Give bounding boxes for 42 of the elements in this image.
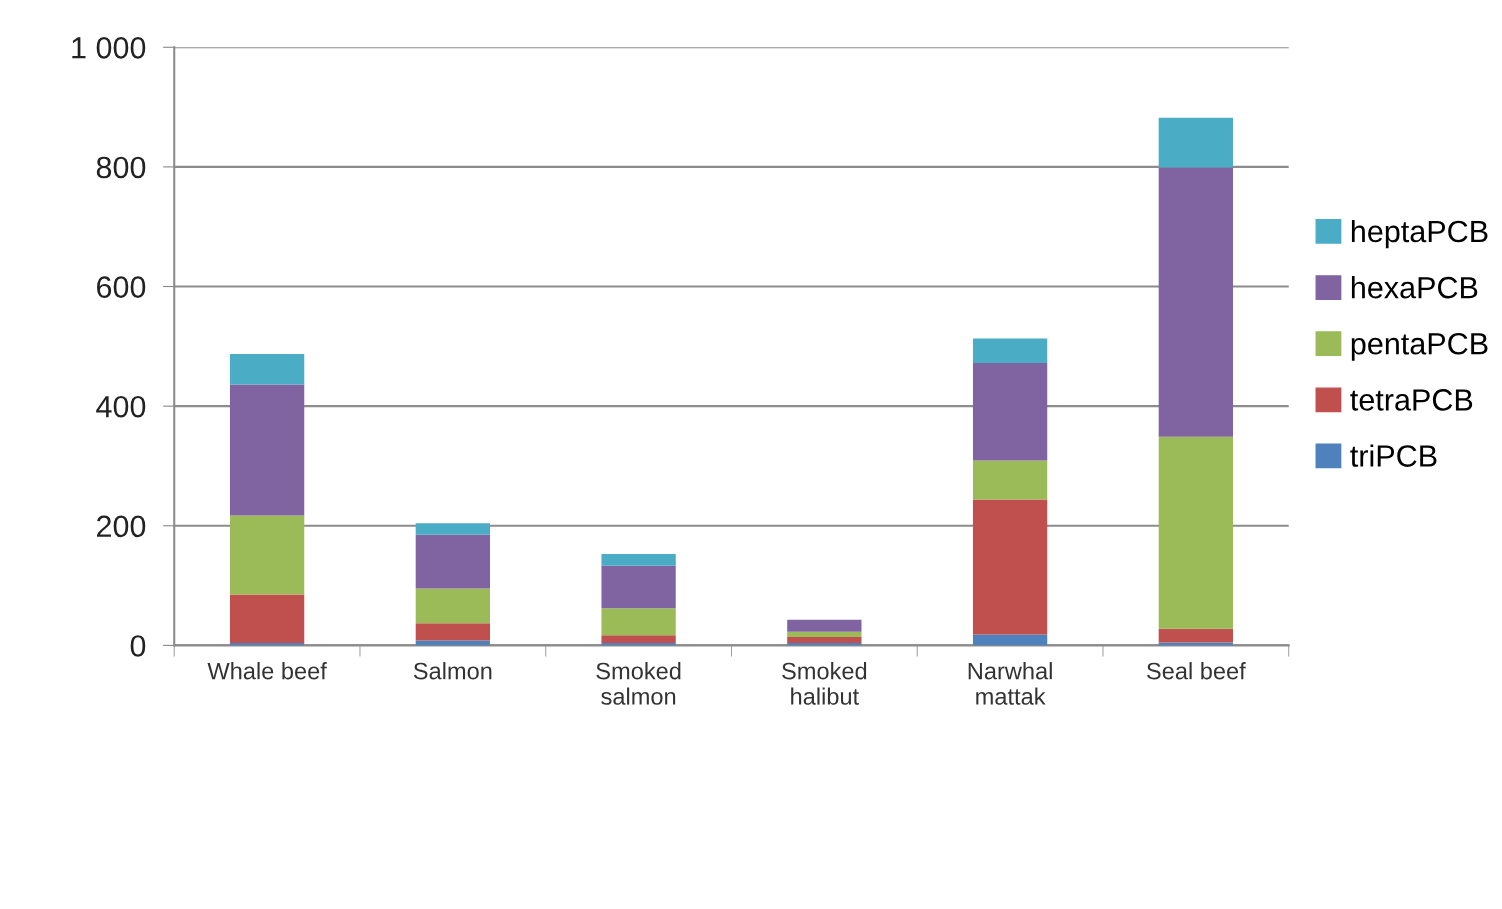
bar <box>1158 436 1233 629</box>
bar <box>1158 117 1233 168</box>
bar <box>972 363 1048 461</box>
x-tick-label: Smoked halibut <box>782 662 867 705</box>
y-tick-label: 800 <box>96 156 146 179</box>
bar <box>787 619 862 632</box>
y-tick-label: 1 000 <box>72 37 146 59</box>
legend-label: pentaPCB <box>1351 332 1488 361</box>
y-tick-label: 200 <box>97 515 146 538</box>
legend-label: tetraPCB <box>1350 389 1473 411</box>
bar <box>415 588 490 624</box>
legend-label: triPCB <box>1350 444 1437 467</box>
bar <box>972 460 1048 500</box>
bar <box>1158 642 1233 646</box>
bar <box>1158 167 1233 437</box>
bar <box>229 384 305 516</box>
bar <box>972 634 1048 646</box>
bar <box>972 499 1048 635</box>
bar <box>787 631 862 638</box>
legend-label: hexaPCB <box>1351 276 1478 299</box>
x-tick-label: Smoked salmon <box>596 662 681 705</box>
y-tick-label: 400 <box>96 395 146 418</box>
legend-label: heptaPCB <box>1351 219 1488 249</box>
x-tick-label: Whale beef <box>207 662 327 680</box>
bar <box>229 515 305 595</box>
bar <box>415 523 490 535</box>
x-tick-label: Seal beef <box>1147 662 1246 680</box>
bar <box>601 553 676 566</box>
y-tick-label: 0 <box>130 635 146 657</box>
bar <box>972 338 1048 364</box>
x-tick-label: Salmon <box>413 662 492 680</box>
bar <box>601 608 676 636</box>
bar <box>415 623 490 641</box>
bar <box>415 534 490 589</box>
y-tick-label: 600 <box>97 276 146 298</box>
x-tick-label: Narwhal mattak <box>968 662 1052 705</box>
bar <box>1158 628 1233 643</box>
bar <box>601 635 676 643</box>
bar <box>229 354 305 385</box>
bar <box>601 565 676 609</box>
bar <box>229 594 305 643</box>
bar <box>787 637 862 643</box>
